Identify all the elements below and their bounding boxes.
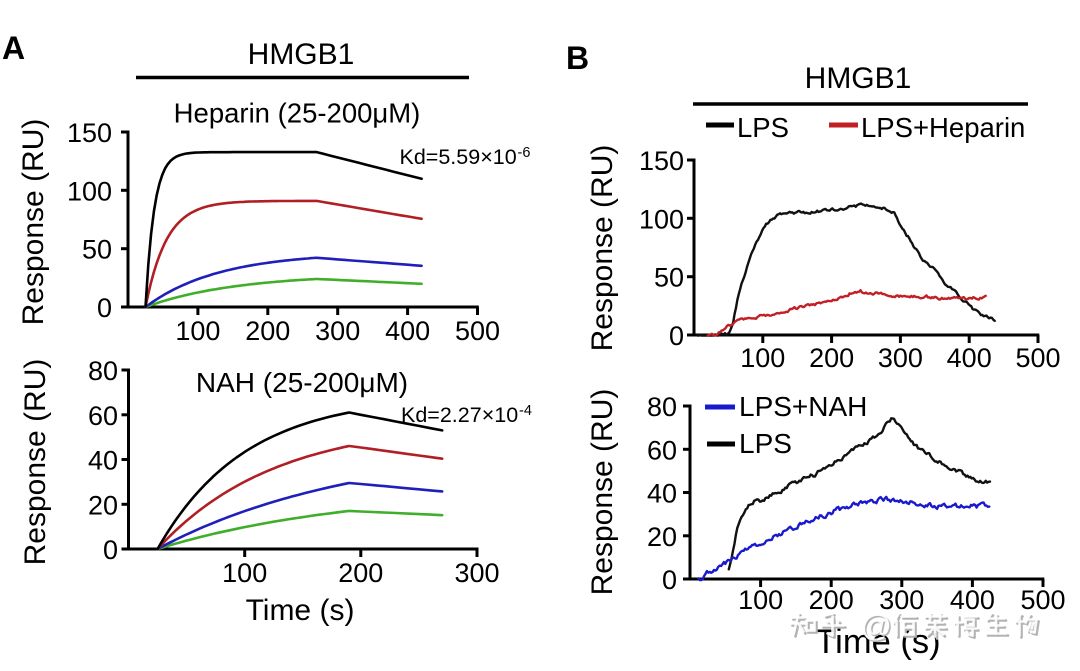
svg-text:100: 100 — [175, 316, 220, 346]
svg-text:LPS: LPS — [739, 428, 792, 459]
svg-text:40: 40 — [647, 479, 677, 509]
svg-text:HMGB1: HMGB1 — [805, 62, 912, 95]
svg-text:200: 200 — [245, 316, 290, 346]
svg-text:Time (s): Time (s) — [246, 594, 355, 627]
svg-text:20: 20 — [647, 522, 677, 552]
svg-text:A: A — [2, 30, 25, 66]
svg-text:500: 500 — [1020, 585, 1065, 615]
svg-text:NAH (25-200μM): NAH (25-200μM) — [196, 367, 408, 398]
svg-text:100: 100 — [222, 558, 267, 588]
svg-text:300: 300 — [454, 558, 499, 588]
svg-text:50: 50 — [82, 235, 112, 265]
svg-text:60: 60 — [88, 401, 118, 431]
svg-text:0: 0 — [97, 293, 112, 323]
svg-text:50: 50 — [654, 263, 684, 293]
svg-text:LPS: LPS — [737, 112, 789, 143]
svg-text:60: 60 — [647, 435, 677, 465]
svg-text:500: 500 — [1015, 343, 1060, 373]
svg-text:-6: -6 — [518, 145, 531, 161]
svg-text:300: 300 — [315, 316, 360, 346]
svg-text:400: 400 — [385, 316, 430, 346]
svg-text:150: 150 — [639, 146, 684, 176]
svg-text:B: B — [566, 40, 589, 76]
svg-text:500: 500 — [455, 316, 500, 346]
svg-text:300: 300 — [879, 585, 924, 615]
svg-text:Kd=2.27×10: Kd=2.27×10 — [401, 403, 518, 427]
svg-text:@: @ — [862, 610, 893, 645]
svg-text:400: 400 — [947, 343, 992, 373]
svg-text:Response (RU): Response (RU) — [19, 359, 52, 566]
svg-text:Response (RU): Response (RU) — [586, 145, 619, 352]
svg-text:HMGB1: HMGB1 — [248, 38, 355, 71]
svg-text:200: 200 — [809, 585, 854, 615]
svg-text:Response (RU): Response (RU) — [17, 119, 50, 326]
svg-text:Kd=5.59×10: Kd=5.59×10 — [400, 145, 517, 169]
svg-text:0: 0 — [103, 535, 118, 565]
svg-text:LPS+NAH: LPS+NAH — [739, 391, 867, 422]
svg-text:100: 100 — [639, 204, 684, 234]
svg-text:0: 0 — [669, 321, 684, 351]
svg-text:100: 100 — [738, 585, 783, 615]
svg-text:80: 80 — [647, 392, 677, 422]
svg-text:40: 40 — [88, 446, 118, 476]
svg-text:150: 150 — [67, 118, 112, 148]
svg-text:80: 80 — [88, 356, 118, 386]
svg-text:Time (s): Time (s) — [815, 623, 940, 661]
svg-text:Response (RU): Response (RU) — [586, 389, 619, 596]
svg-text:-4: -4 — [519, 403, 532, 419]
svg-text:20: 20 — [88, 490, 118, 520]
svg-text:200: 200 — [338, 558, 383, 588]
svg-text:@: @ — [861, 608, 892, 643]
svg-text:LPS+Heparin: LPS+Heparin — [861, 112, 1025, 143]
svg-text:300: 300 — [878, 343, 923, 373]
svg-text:400: 400 — [950, 585, 995, 615]
svg-text:0: 0 — [662, 565, 677, 595]
svg-text:100: 100 — [740, 343, 785, 373]
svg-text:100: 100 — [67, 176, 112, 206]
svg-text:200: 200 — [809, 343, 854, 373]
svg-text:Heparin (25-200μM): Heparin (25-200μM) — [174, 98, 421, 129]
